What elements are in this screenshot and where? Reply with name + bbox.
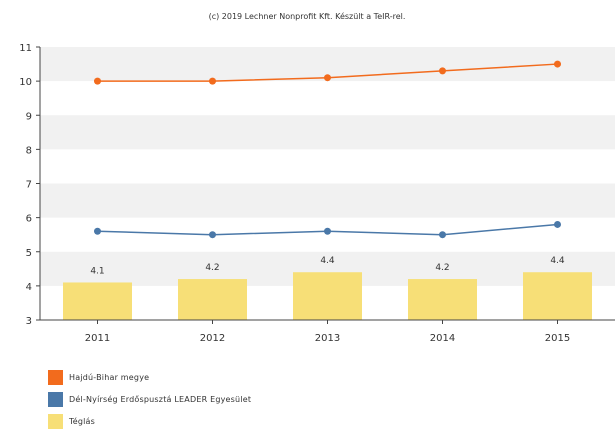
y-tick-label: 3	[26, 316, 32, 327]
series-point-1[interactable]	[554, 220, 561, 228]
legend-item-teglas[interactable]: Téglás	[48, 411, 251, 431]
grid-band	[40, 183, 615, 218]
bar-data-label: 4.2	[205, 263, 219, 273]
x-tick-label: 2012	[200, 333, 225, 344]
series-point-1[interactable]	[439, 231, 446, 239]
series-point-1[interactable]	[94, 227, 101, 235]
y-tick-label: 7	[26, 180, 32, 191]
legend-label: Dél-Nyírség Erdőspusztá LEADER Egyesület	[69, 394, 252, 404]
bar-data-label: 4.1	[90, 266, 104, 276]
bar-teglas[interactable]	[408, 279, 477, 320]
series-point-0[interactable]	[439, 67, 446, 75]
bar-teglas[interactable]	[63, 282, 132, 320]
x-tick-label: 2014	[430, 333, 455, 344]
legend-item-leader[interactable]: Dél-Nyírség Erdőspusztá LEADER Egyesület	[48, 389, 251, 409]
series-point-1[interactable]	[209, 231, 216, 239]
bar-teglas[interactable]	[178, 279, 247, 320]
series-point-0[interactable]	[554, 60, 561, 68]
series-point-1[interactable]	[324, 227, 331, 235]
chart-title: (c) 2019 Lechner Nonprofit Kft. Készült …	[209, 11, 406, 21]
legend-swatch	[48, 369, 63, 385]
series-point-0[interactable]	[324, 74, 331, 82]
y-tick-label: 8	[26, 145, 32, 156]
series-point-0[interactable]	[94, 77, 101, 85]
bar-teglas[interactable]	[523, 272, 592, 320]
series-point-0[interactable]	[209, 77, 216, 85]
y-tick-label: 5	[26, 248, 32, 259]
legend-swatch	[48, 391, 63, 407]
bar-data-label: 4.4	[550, 256, 565, 266]
bar-teglas[interactable]	[293, 272, 362, 320]
y-tick-label: 11	[19, 43, 32, 54]
legend-label: Hajdú-Bihar megye	[69, 372, 150, 382]
y-tick-label: 6	[26, 214, 32, 225]
legend-label: Téglás	[69, 416, 96, 426]
x-tick-label: 2011	[85, 333, 110, 344]
bar-data-label: 4.4	[320, 256, 335, 266]
bar-data-label: 4.2	[435, 263, 449, 273]
legend-swatch	[48, 413, 63, 429]
grid-band	[40, 115, 615, 150]
x-tick-label: 2015	[545, 333, 570, 344]
y-tick-label: 9	[26, 111, 32, 122]
x-tick-label: 2013	[315, 333, 340, 344]
y-tick-label: 10	[19, 77, 32, 88]
legend-item-hajdu-bihar[interactable]: Hajdú-Bihar megye	[48, 367, 251, 387]
legend: Hajdú-Bihar megye Dél-Nyírség Erdőspuszt…	[48, 367, 251, 433]
y-tick-label: 4	[26, 282, 32, 293]
